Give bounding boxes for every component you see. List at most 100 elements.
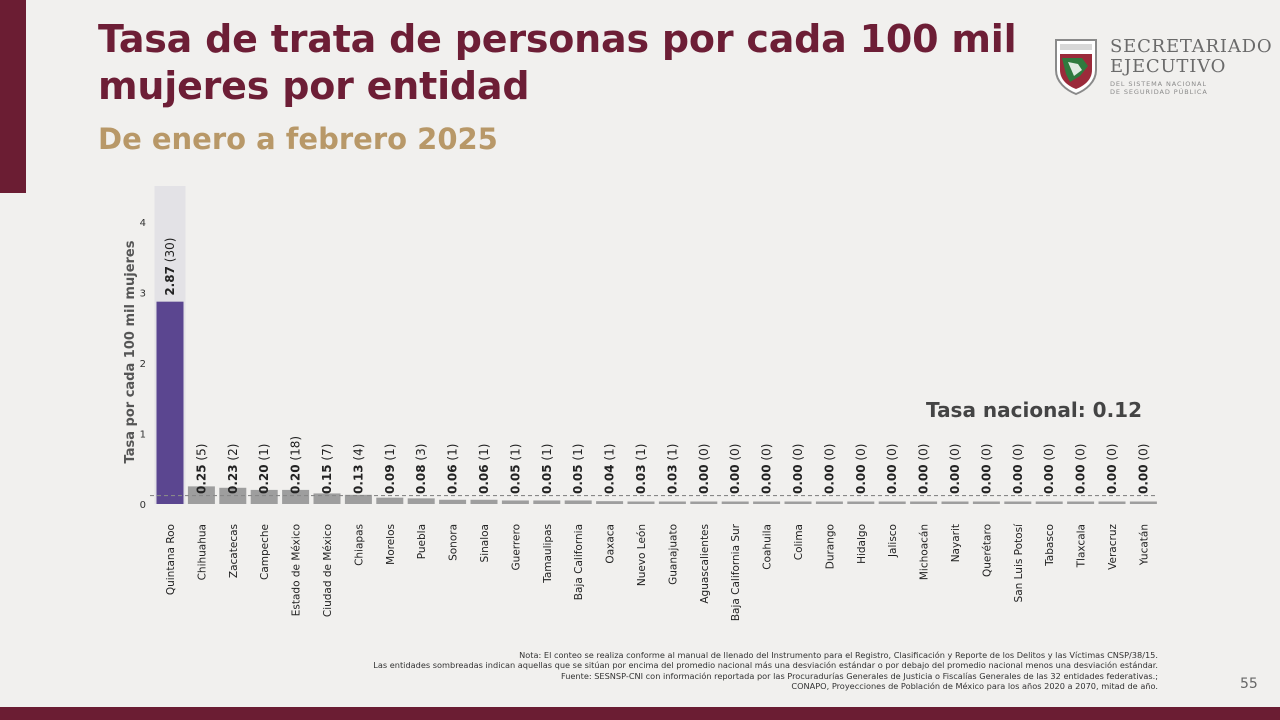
bar-count: (0) — [760, 444, 774, 465]
bar-value-label: 0.23 (2) — [226, 444, 240, 494]
x-category-label: Baja California Sur — [730, 523, 742, 621]
y-tick-label: 4 — [140, 218, 146, 229]
bar-value: 0.03 — [634, 464, 648, 494]
footnote-line: Fuente: SESNSP-CNI con información repor… — [560, 670, 1158, 681]
bar-value: 0.05 — [571, 464, 585, 494]
x-category-label: Tamaulipas — [542, 524, 554, 584]
bar-count: (0) — [1042, 444, 1056, 465]
bar-value: 0.00 — [1011, 464, 1025, 494]
bar-value-label: 0.05 (1) — [508, 444, 522, 494]
bar — [313, 493, 341, 504]
bar-value: 0.08 — [414, 464, 428, 494]
bar-value: 0.00 — [917, 464, 931, 494]
x-category-label: Sinaloa — [479, 524, 491, 562]
bar-value-label: 0.03 (1) — [634, 444, 648, 494]
y-tick-label: 1 — [140, 430, 146, 441]
footnote-line: Las entidades sombreadas indican aquella… — [373, 660, 1158, 671]
x-category-label: Quintana Roo — [165, 524, 177, 595]
bar-value-label: 0.08 (3) — [414, 444, 428, 494]
bar-value-label: 0.05 (1) — [540, 444, 554, 494]
bar — [753, 501, 781, 504]
bar — [219, 487, 247, 504]
bar-value: 0.04 — [603, 464, 617, 494]
bar — [1067, 501, 1095, 504]
bar-count: (0) — [728, 444, 742, 465]
bar — [941, 501, 969, 504]
bar — [250, 489, 278, 504]
x-category-label: Nayarit — [950, 524, 962, 562]
bar-value: 0.13 — [351, 464, 365, 494]
x-category-label: Jalisco — [887, 524, 899, 558]
x-category-label: Zacatecas — [228, 524, 240, 578]
x-category-label: Veracruz — [1107, 524, 1119, 570]
shield-emblem-icon — [1055, 39, 1097, 96]
bar-count: (0) — [822, 444, 836, 465]
bar-count: (0) — [979, 444, 993, 465]
bar-value: 2.87 — [163, 266, 177, 296]
y-tick-label: 2 — [140, 359, 146, 370]
x-category-label: Yucatán — [1138, 524, 1150, 566]
bar-count: (1) — [665, 444, 679, 465]
bar-count: (0) — [1011, 444, 1025, 465]
bar-count: (0) — [1105, 444, 1119, 465]
bar — [658, 501, 686, 504]
bar-value: 0.00 — [885, 464, 899, 494]
bar-count: (1) — [634, 444, 648, 465]
footnote-line: CONAPO, Proyecciones de Población de Méx… — [791, 680, 1158, 691]
bar-value: 0.23 — [226, 464, 240, 494]
bar-value-label: 0.20 (18) — [289, 436, 303, 494]
x-category-label: Chihuahua — [196, 524, 208, 580]
bar-value: 0.00 — [1105, 464, 1119, 494]
bar-value: 0.00 — [948, 464, 962, 494]
bar-value-label: 0.00 (0) — [885, 444, 899, 494]
bar-value: 0.09 — [383, 464, 397, 494]
bar-value-label: 0.25 (5) — [194, 444, 208, 494]
bar-count: (2) — [226, 444, 240, 465]
bar-count: (4) — [351, 444, 365, 465]
bar — [1129, 501, 1157, 504]
page-subtitle: De enero a febrero 2025 — [98, 122, 498, 156]
x-category-label: Querétaro — [981, 524, 993, 577]
bar-value: 0.00 — [1042, 464, 1056, 494]
bar-count: (5) — [194, 444, 208, 465]
bar-count: (30) — [163, 238, 177, 266]
bar — [501, 500, 529, 504]
x-category-label: Puebla — [416, 524, 428, 559]
bar — [439, 499, 467, 504]
bar-value: 0.00 — [791, 464, 805, 494]
bar-count: (0) — [885, 444, 899, 465]
bar-value: 0.00 — [728, 464, 742, 494]
bar-value-label: 0.05 (1) — [571, 444, 585, 494]
bar-value-label: 0.00 (0) — [1011, 444, 1025, 494]
bar-value: 0.00 — [979, 464, 993, 494]
bar-count: (1) — [477, 444, 491, 465]
logo-text-line3: DEL SISTEMA NACIONAL — [1110, 80, 1207, 88]
bar-value-label: 2.87 (30) — [163, 238, 177, 296]
bar — [972, 501, 1000, 504]
bar-value-label: 0.00 (0) — [1136, 444, 1150, 494]
bar — [533, 500, 561, 504]
y-tick-label: 3 — [140, 289, 146, 300]
logo-text-line2: EJECUTIVO — [1110, 56, 1227, 77]
footnote-line: Nota: El conteo se realiza conforme al m… — [519, 650, 1158, 660]
bar-count: (3) — [414, 444, 428, 465]
bar-value: 0.06 — [477, 464, 491, 494]
bar-value-label: 0.09 (1) — [383, 444, 397, 494]
page-number: 55 — [1240, 676, 1258, 692]
bar-value-label: 0.00 (0) — [917, 444, 931, 494]
logo-text-line4: DE SEGURIDAD PÚBLICA — [1110, 88, 1208, 96]
bar-value-label: 0.00 (0) — [948, 444, 962, 494]
bar-value: 0.25 — [194, 464, 208, 494]
bar — [376, 497, 404, 504]
x-category-label: Colima — [793, 524, 805, 560]
bar — [690, 501, 718, 504]
x-category-label: Oaxaca — [605, 524, 617, 564]
x-category-label: Coahuila — [762, 524, 774, 570]
bar-value: 0.03 — [665, 464, 679, 494]
bar-value-label: 0.03 (1) — [665, 444, 679, 494]
bar — [596, 501, 624, 504]
x-category-label: Michoacán — [919, 524, 931, 580]
left-accent-band — [0, 0, 26, 193]
x-category-label: San Luis Potosí — [1013, 523, 1025, 603]
bar-value: 0.05 — [540, 464, 554, 494]
